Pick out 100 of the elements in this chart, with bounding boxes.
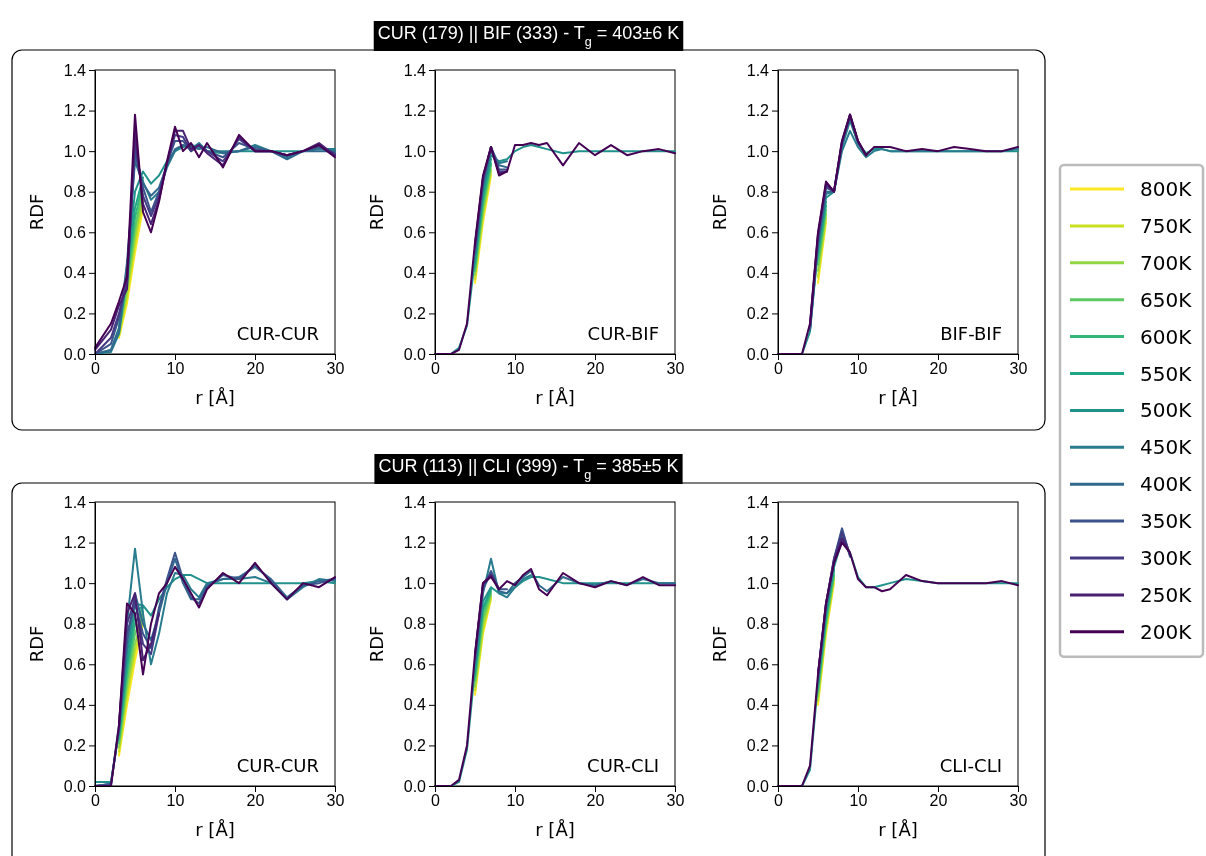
y-tick-label: 1.2 <box>63 534 87 552</box>
y-axis-title: RDF <box>366 193 387 231</box>
y-tick-label: 0.6 <box>746 223 770 241</box>
x-tick-label: 30 <box>666 360 685 378</box>
y-tick-label: 0.0 <box>746 777 770 795</box>
y-tick-label: 1.0 <box>403 142 427 160</box>
y-tick-label: 0.8 <box>63 183 87 201</box>
annotation: CLI-CLI <box>939 755 1002 776</box>
y-tick-label: 1.4 <box>403 61 427 79</box>
x-tick-label: 20 <box>586 360 605 378</box>
y-tick-label: 0.6 <box>63 655 87 673</box>
x-tick-label: 0 <box>91 360 101 378</box>
annotation: CUR-CUR <box>236 323 319 344</box>
legend-label: 400K <box>1140 472 1193 497</box>
x-tick-label: 20 <box>246 792 265 810</box>
y-axis-title: RDF <box>26 193 47 231</box>
y-tick-label: 0.6 <box>746 655 770 673</box>
annotation: CUR-CUR <box>236 755 319 776</box>
y-tick-label: 0.4 <box>63 696 87 714</box>
y-tick-label: 1.4 <box>63 61 87 79</box>
y-tick-label: 0.0 <box>403 777 427 795</box>
chart-title: CUR (179) || BIF (333) - T$_{g}$ = 403±6 K <box>377 23 680 49</box>
y-tick-label: 1.2 <box>403 102 427 120</box>
x-tick-label: 10 <box>849 360 868 378</box>
y-tick-label: 0.2 <box>746 305 770 323</box>
annotation: CUR-BIF <box>587 323 659 344</box>
y-tick-label: 1.4 <box>403 493 427 511</box>
y-tick-label: 1.2 <box>63 102 87 120</box>
y-tick-label: 0.8 <box>746 615 770 633</box>
y-tick-label: 0.2 <box>63 737 87 755</box>
y-axis-title: RDF <box>26 625 47 663</box>
x-tick-label: 30 <box>1009 360 1028 378</box>
legend-label: 600K <box>1140 324 1193 349</box>
y-tick-label: 1.2 <box>746 534 770 552</box>
x-axis-title: r [Å] <box>195 387 235 408</box>
x-tick-label: 10 <box>166 360 185 378</box>
x-tick-label: 20 <box>246 360 265 378</box>
legend-label: 550K <box>1140 361 1193 386</box>
y-tick-label: 1.0 <box>746 142 770 160</box>
x-tick-label: 10 <box>506 360 525 378</box>
y-tick-label: 1.0 <box>746 574 770 592</box>
x-axis-title: r [Å] <box>535 819 575 840</box>
x-tick-label: 0 <box>431 792 441 810</box>
x-tick-label: 10 <box>166 792 185 810</box>
legend-label: 650K <box>1140 287 1193 312</box>
annotation: CUR-CLI <box>587 755 659 776</box>
y-axis-title: RDF <box>366 625 387 663</box>
y-tick-label: 0.6 <box>403 223 427 241</box>
x-axis-title: r [Å] <box>535 387 575 408</box>
y-tick-label: 1.0 <box>63 142 87 160</box>
x-tick-label: 30 <box>1009 792 1028 810</box>
chart-title: CUR (113) || CLI (399) - T$_{g}$ = 385±5 K <box>378 456 679 482</box>
y-tick-label: 0.4 <box>63 264 87 282</box>
y-tick-label: 0.8 <box>63 615 87 633</box>
legend-label: 300K <box>1140 546 1193 570</box>
y-tick-label: 0.8 <box>746 183 770 201</box>
legend-label: 700K <box>1140 250 1193 275</box>
legend-label: 750K <box>1140 213 1193 238</box>
y-tick-label: 0.8 <box>403 183 427 201</box>
y-tick-label: 0.4 <box>746 264 770 282</box>
y-tick-label: 0.0 <box>746 345 770 363</box>
x-tick-label: 0 <box>774 360 784 378</box>
x-tick-label: 10 <box>506 792 525 810</box>
y-tick-label: 1.0 <box>403 574 427 592</box>
y-tick-label: 0.4 <box>746 696 770 714</box>
y-tick-label: 1.0 <box>63 574 87 592</box>
x-tick-label: 30 <box>326 792 345 810</box>
x-tick-label: 0 <box>91 792 101 810</box>
y-tick-label: 1.4 <box>746 61 770 79</box>
x-axis-title: r [Å] <box>195 819 235 840</box>
y-tick-label: 0.6 <box>403 655 427 673</box>
y-tick-label: 0.0 <box>63 345 87 363</box>
y-tick-label: 0.4 <box>403 696 427 714</box>
x-tick-label: 20 <box>929 360 948 378</box>
y-tick-label: 0.6 <box>63 223 87 241</box>
x-tick-label: 10 <box>849 792 868 810</box>
y-tick-label: 0.2 <box>403 305 427 323</box>
x-tick-label: 0 <box>431 360 441 378</box>
x-axis-title: r [Å] <box>878 819 918 840</box>
y-tick-label: 0.2 <box>403 737 427 755</box>
x-tick-label: 0 <box>774 792 784 810</box>
y-tick-label: 0.4 <box>403 264 427 282</box>
legend-label: 450K <box>1140 435 1193 460</box>
legend-label: 250K <box>1140 582 1193 607</box>
x-axis-title: r [Å] <box>878 387 918 408</box>
y-tick-label: 1.2 <box>403 534 427 552</box>
y-tick-label: 1.2 <box>746 102 770 120</box>
x-tick-label: 20 <box>586 792 605 810</box>
x-tick-label: 30 <box>326 360 345 378</box>
y-tick-label: 1.4 <box>746 493 770 511</box>
x-tick-label: 20 <box>929 792 948 810</box>
legend-label: 800K <box>1140 177 1193 201</box>
y-tick-label: 0.0 <box>63 777 87 795</box>
x-tick-label: 30 <box>666 792 685 810</box>
y-tick-label: 0.0 <box>403 345 427 363</box>
legend-label: 350K <box>1140 509 1193 534</box>
y-tick-label: 0.2 <box>63 305 87 323</box>
y-tick-label: 1.4 <box>63 493 87 511</box>
y-axis-title: RDF <box>709 193 730 231</box>
legend-label: 200K <box>1140 619 1193 644</box>
